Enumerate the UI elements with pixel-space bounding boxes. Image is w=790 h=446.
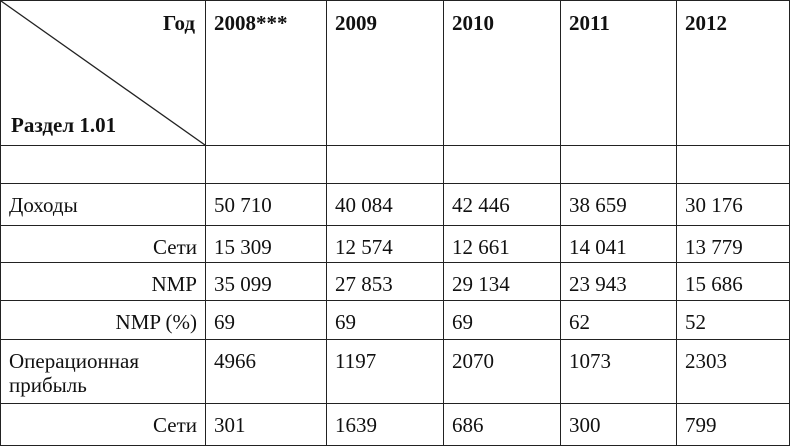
value-cell: 69 — [443, 300, 561, 340]
value-cell: 12 574 — [326, 225, 444, 263]
row-label: Доходы — [0, 183, 206, 226]
row-label: NMP (%) — [0, 300, 206, 340]
year: 2008*** — [205, 0, 327, 146]
value-cell: 62 — [560, 300, 677, 340]
data-row: Доходы 50 710 40 084 42 446 38 659 30 176 — [0, 183, 790, 226]
value-cell: 301 — [205, 403, 327, 446]
value-cell: 15 686 — [676, 262, 790, 301]
value-cell: 1639 — [326, 403, 444, 446]
table-body: Доходы 50 710 40 084 42 446 38 659 30 176 Сети… — [0, 145, 790, 446]
value-cell: 29 134 — [443, 262, 561, 301]
data-row: Сети 15 309 12 574 12 661 14 041 13 779 — [0, 225, 790, 263]
year-label: Год — [162, 11, 195, 35]
year: 2012 — [676, 0, 790, 146]
value-cell: 15 309 — [205, 225, 327, 263]
value-cell: 30 176 — [676, 183, 790, 226]
value-cell: 2070 — [443, 339, 561, 404]
value-cell: 14 041 — [560, 225, 677, 263]
value-cell: 12 661 — [443, 225, 561, 263]
data-row: Сети 301 1639 686 300 799 — [0, 403, 790, 446]
row-label: Операционная прибыль — [0, 339, 206, 404]
row-label: NMP — [0, 262, 206, 301]
value-cell: 50 710 — [205, 183, 327, 226]
data-row: NMP (%) 69 69 69 62 52 — [0, 300, 790, 340]
value-cell: 13 779 — [676, 225, 790, 263]
value-cell: 1197 — [326, 339, 444, 404]
row-label: Сети — [0, 225, 206, 263]
value-cell: 799 — [676, 403, 790, 446]
value-cell: 35 099 — [205, 262, 327, 301]
value-cell: 23 943 — [560, 262, 677, 301]
value-cell: 40 084 — [326, 183, 444, 226]
year: 2009 — [326, 0, 444, 146]
value-cell: 300 — [560, 403, 677, 446]
value-cell: 38 659 — [560, 183, 677, 226]
value-cell: 686 — [443, 403, 561, 446]
data-row: NMP 35 099 27 853 29 134 23 943 15 686 — [0, 262, 790, 301]
value-cell: 4966 — [205, 339, 327, 404]
section-label: Раздел 1.01 — [11, 113, 117, 137]
value-cell: 27 853 — [326, 262, 444, 301]
value-cell: 52 — [676, 300, 790, 340]
value-cell: 69 — [326, 300, 444, 340]
empty-row — [0, 145, 790, 184]
row-label: Сети — [0, 403, 206, 446]
year: 2011 — [560, 0, 677, 146]
value-cell: 69 — [205, 300, 327, 340]
value-cell: 1073 — [560, 339, 677, 404]
corner-cell: Год Раздел 1.01 — [0, 0, 206, 146]
data-row: Операционная прибыль 4966 1197 2070 1073 2303 — [0, 339, 790, 404]
value-cell: 42 446 — [443, 183, 561, 226]
year: 2010 — [443, 0, 561, 146]
header-row: Год Раздел 1.01 2008*** 2009 2010 2011 2… — [0, 0, 790, 146]
diagonal — [1, 1, 205, 145]
value-cell: 2303 — [676, 339, 790, 404]
